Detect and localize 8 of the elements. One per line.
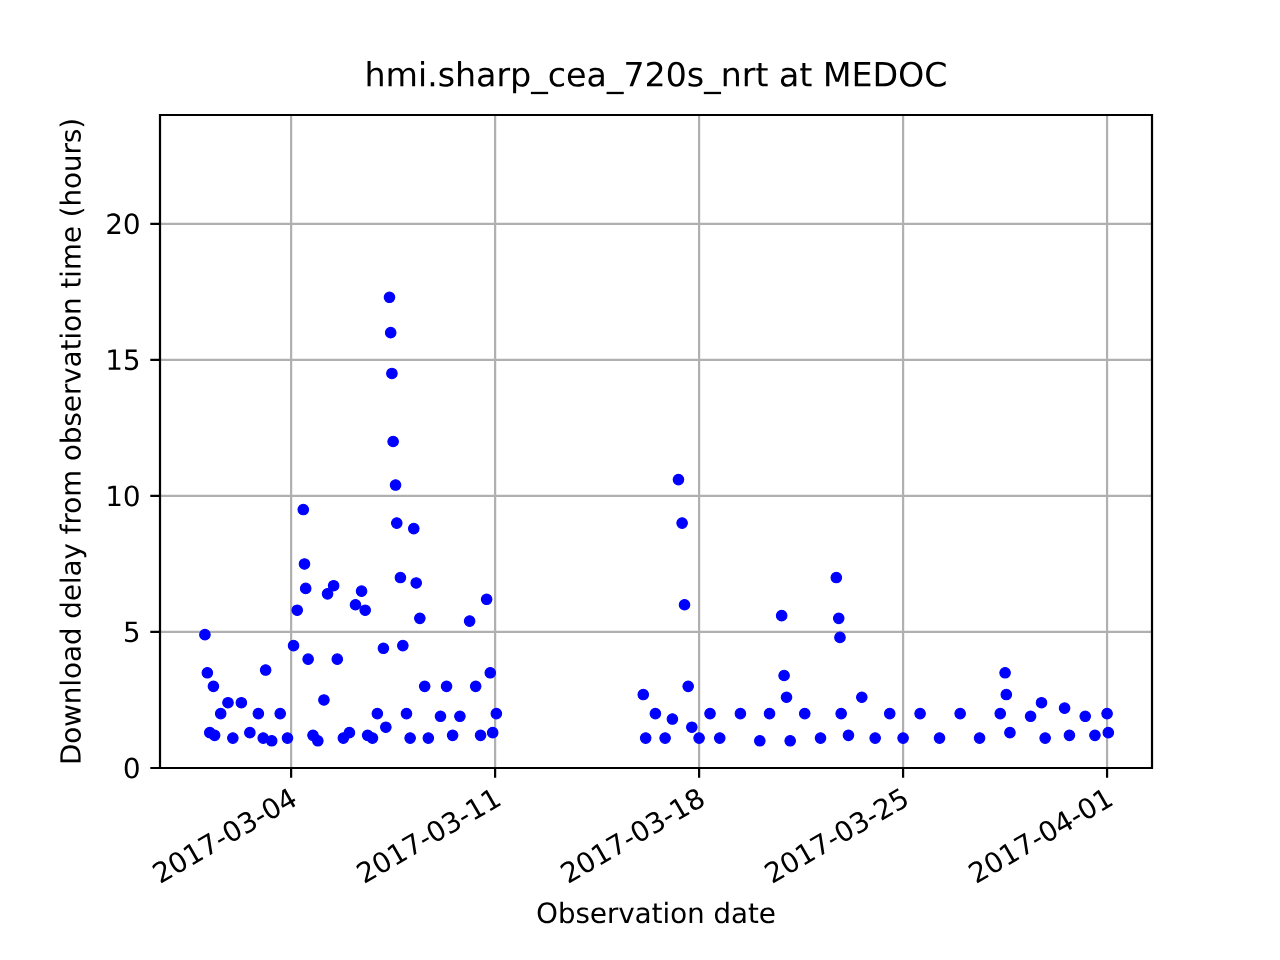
- y-tick-label: 5: [125, 621, 139, 643]
- y-tick-label: 10: [108, 485, 139, 507]
- y-tick-label: 0: [124, 757, 139, 779]
- y-tick-label: 15: [108, 349, 139, 371]
- y-axis-title: Download delay from observation time (hours): [59, 120, 87, 763]
- x-axis-title: Observation date: [537, 901, 775, 924]
- chart-title: hmi.sharp_cea_720s_nrt at MEDOC: [367, 61, 946, 95]
- y-tick-label: 20: [107, 213, 139, 235]
